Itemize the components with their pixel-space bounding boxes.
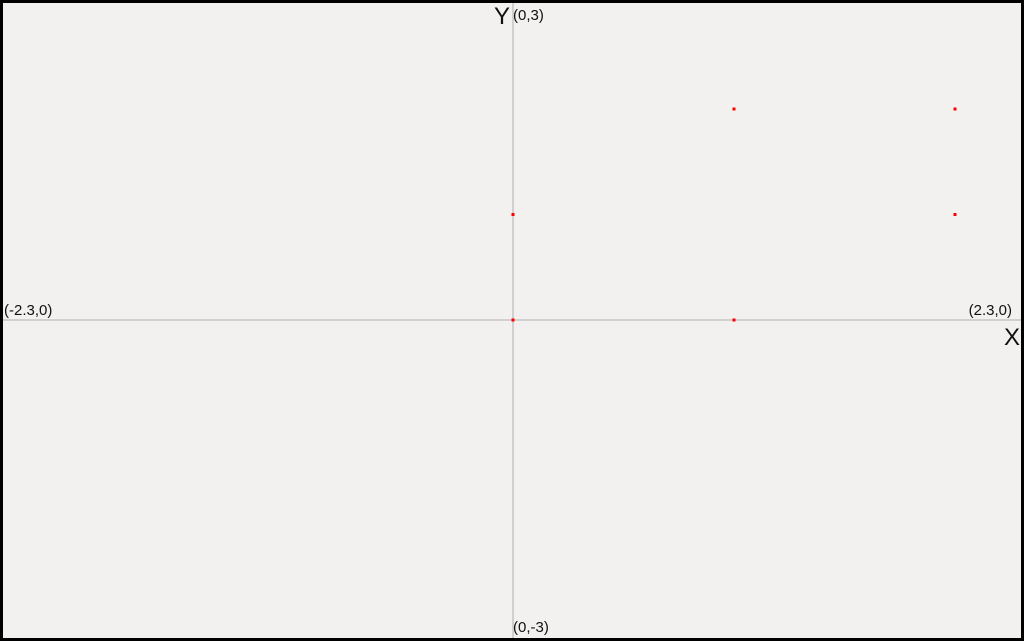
data-point-3 [733,319,736,322]
data-point-1 [512,319,515,322]
data-point-2 [512,213,515,216]
y-max-label: (0,3) [513,7,544,24]
x-axis-title: X [1004,324,1020,351]
y-axis-title: Y [494,3,510,30]
x-max-label: (2.3,0) [969,302,1012,319]
data-point-5 [954,213,957,216]
chart-svg: (-2.3,0) (2.3,0) (0,3) (0,-3) X Y [3,3,1021,638]
data-point-4 [733,108,736,111]
data-point-6 [954,108,957,111]
x-min-label: (-2.3,0) [4,302,52,319]
data-points [512,108,957,322]
y-min-label: (0,-3) [513,619,549,636]
